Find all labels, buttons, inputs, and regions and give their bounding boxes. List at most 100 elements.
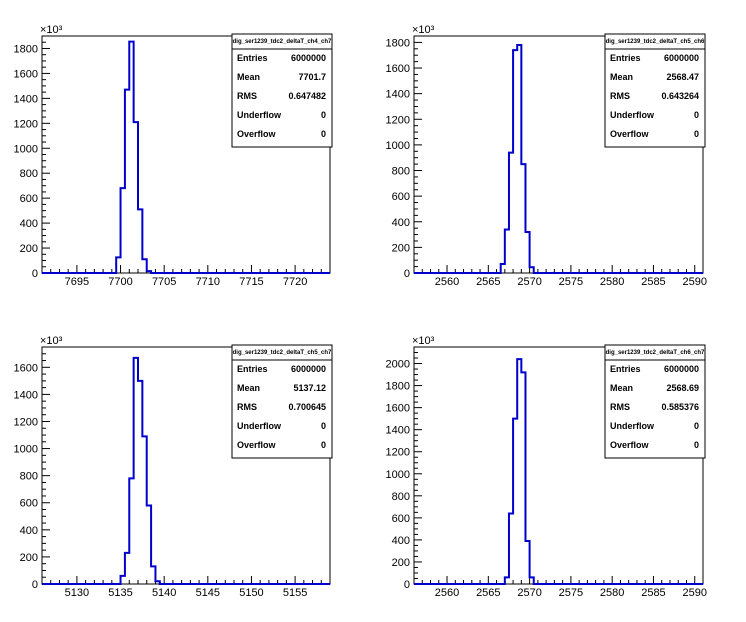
x-tick-label: 7715 <box>239 276 263 288</box>
x-tick-label: 5145 <box>196 587 220 599</box>
y-tick-label: 1400 <box>386 425 410 437</box>
y-tick-label: 1000 <box>14 143 38 155</box>
y-axis-multiplier: ×10³ <box>40 24 63 36</box>
x-tick-label: 2575 <box>559 276 583 288</box>
y-tick-label: 1200 <box>14 118 38 130</box>
y-tick-label: 400 <box>20 525 38 537</box>
x-tick-label: 5140 <box>152 587 176 599</box>
stats-value: 0 <box>694 440 699 450</box>
y-tick-label: 2000 <box>386 359 410 371</box>
x-tick-label: 2585 <box>641 587 665 599</box>
x-tick-label: 2580 <box>600 276 624 288</box>
stats-value: 0.700645 <box>288 402 326 412</box>
y-tick-label: 200 <box>392 557 410 569</box>
stats-value: 5137.12 <box>293 383 326 393</box>
y-tick-label: 600 <box>392 191 410 203</box>
stats-label: Entries <box>237 364 268 374</box>
y-tick-label: 1600 <box>386 63 410 75</box>
y-tick-label: 1600 <box>386 403 410 415</box>
x-tick-label: 2590 <box>683 587 707 599</box>
x-tick-label: 2590 <box>683 276 707 288</box>
x-tick-label: 5130 <box>65 587 89 599</box>
x-tick-label: 2570 <box>517 587 541 599</box>
y-tick-label: 600 <box>20 498 38 510</box>
stats-value: 0 <box>694 129 699 139</box>
stats-value: 6000000 <box>664 53 699 63</box>
y-tick-label: 1400 <box>386 89 410 101</box>
y-tick-label: 0 <box>404 579 410 591</box>
stats-value: 0.585376 <box>661 402 699 412</box>
x-tick-label: 2560 <box>435 587 459 599</box>
stats-label: Underflow <box>610 421 655 431</box>
y-tick-label: 1600 <box>14 68 38 80</box>
stats-box: dig_ser1239_tdc2_deltaT_ch5_ch7 Entries 60… <box>231 344 333 459</box>
histogram-line <box>42 356 330 585</box>
stats-box-title: dig_ser1239_tdc2_deltaT_ch4_ch7 <box>233 39 332 45</box>
y-tick-label: 800 <box>20 471 38 483</box>
stats-value: 0 <box>321 110 326 120</box>
stats-box-frame <box>231 344 333 459</box>
histogram-panel-2: ×10³ 0 200 400 600 800 1000 1200 1400 1600 1800 256… <box>386 24 707 288</box>
x-tick-label: 7700 <box>108 276 132 288</box>
y-tick-label: 1400 <box>14 93 38 105</box>
stats-label: Underflow <box>237 421 282 431</box>
y-tick-label: 1800 <box>386 37 410 49</box>
y-tick-label: 800 <box>392 166 410 178</box>
x-tick-label: 2565 <box>476 276 500 288</box>
histogram-panel-1: ×10³ 0 200 400 600 800 1000 1200 1400 1600 1800 769… <box>14 24 333 288</box>
y-tick-label: 800 <box>20 168 38 180</box>
stats-label: RMS <box>237 91 257 101</box>
stats-label: Overflow <box>610 129 650 139</box>
stats-value: 6000000 <box>664 364 699 374</box>
x-tick-label: 2580 <box>600 587 624 599</box>
stats-label: Mean <box>237 383 260 393</box>
stats-value: 0.647482 <box>288 91 326 101</box>
y-tick-label: 1000 <box>386 469 410 481</box>
y-tick-label: 800 <box>392 491 410 503</box>
histogram-panel-4: ×10³ 0 200 400 600 800 1000 1200 1400 1600 1800 200… <box>386 335 707 599</box>
y-tick-label: 1200 <box>386 114 410 126</box>
x-tick-label: 7705 <box>152 276 176 288</box>
y-axis-multiplier: ×10³ <box>40 335 63 347</box>
y-tick-label: 400 <box>392 535 410 547</box>
x-tick-label: 7695 <box>65 276 89 288</box>
x-tick-label: 2560 <box>435 276 459 288</box>
y-tick-label: 1800 <box>14 43 38 55</box>
stats-label: Mean <box>237 72 260 82</box>
x-tick-label: 5150 <box>239 587 263 599</box>
stats-label: RMS <box>610 91 630 101</box>
y-tick-label: 1000 <box>14 444 38 456</box>
y-tick-label: 600 <box>20 193 38 205</box>
x-tick-label: 2585 <box>641 276 665 288</box>
stats-label: RMS <box>237 402 257 412</box>
x-tick-label: 5135 <box>108 587 132 599</box>
stats-box-title: dig_ser1239_tdc2_deltaT_ch5_ch6 <box>606 39 705 45</box>
stats-label: Underflow <box>610 110 655 120</box>
y-tick-label: 1400 <box>14 389 38 401</box>
y-tick-label: 600 <box>392 513 410 525</box>
histogram-line <box>414 43 703 274</box>
y-tick-label: 1800 <box>386 381 410 393</box>
y-tick-label: 1200 <box>386 447 410 459</box>
x-tick-label: 5155 <box>283 587 307 599</box>
stats-label: Entries <box>237 53 268 63</box>
stats-label: Overflow <box>610 440 650 450</box>
stats-box: dig_ser1239_tdc2_deltaT_ch4_ch7 Entries 60… <box>231 33 333 148</box>
x-tick-label: 2575 <box>559 587 583 599</box>
stats-value: 2568.69 <box>666 383 699 393</box>
stats-box: dig_ser1239_tdc2_deltaT_ch5_ch6 Entries 60… <box>604 33 706 148</box>
y-tick-label: 200 <box>20 243 38 255</box>
y-tick-label: 1200 <box>14 416 38 428</box>
stats-label: Overflow <box>237 440 277 450</box>
stats-value: 0.643264 <box>661 91 699 101</box>
x-tick-label: 7720 <box>283 276 307 288</box>
y-axis-multiplier: ×10³ <box>412 24 435 36</box>
stats-box-title: dig_ser1239_tdc2_deltaT_ch6_ch7 <box>606 350 705 356</box>
stats-label: Mean <box>610 72 633 82</box>
stats-box-frame <box>604 344 706 459</box>
stats-label: Underflow <box>237 110 282 120</box>
stats-box-frame <box>231 33 333 148</box>
stats-value: 7701.7 <box>298 72 326 82</box>
y-tick-label: 0 <box>32 268 38 280</box>
